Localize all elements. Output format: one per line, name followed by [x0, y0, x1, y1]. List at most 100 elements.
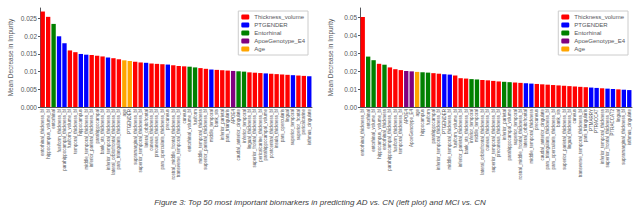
svg-text:caudal_anterior_cingulate: caudal_anterior_cingulate: [236, 109, 241, 161]
svg-text:0.00: 0.00: [344, 104, 357, 111]
svg-text:0.04: 0.04: [344, 32, 357, 39]
svg-text:caudal_anterior_cingulate: caudal_anterior_cingulate: [540, 109, 545, 161]
svg-text:entorhinal_thickness_bl: entorhinal_thickness_bl: [40, 109, 45, 156]
svg-text:transverse_temporal_thickness_: transverse_temporal_thickness_bl: [176, 109, 181, 177]
svg-text:postcentral_thickness_bl: postcentral_thickness_bl: [269, 109, 274, 158]
svg-text:middle_temporal_thickness: middle_temporal_thickness: [198, 108, 203, 163]
svg-text:rostral_middle_frontal_thickne: rostral_middle_frontal_thickness_bl: [171, 109, 176, 180]
svg-text:Entorhinal: Entorhinal: [574, 30, 601, 36]
svg-text:pars_triangularis: pars_triangularis: [225, 108, 230, 142]
svg-text:supramarginal_thickness_bl: supramarginal_thickness_bl: [621, 109, 626, 165]
svg-text:0.03: 0.03: [344, 50, 357, 57]
svg-text:inferior_parietal_thickness_bl: inferior_parietal_thickness_bl: [89, 109, 94, 167]
svg-text:PTGENDER: PTGENDER: [254, 22, 288, 28]
svg-text:inferior_parietal: inferior_parietal: [220, 109, 225, 140]
svg-text:bank_sts_thickness_bl: bank_sts_thickness_bl: [464, 109, 469, 154]
svg-text:supramarginal_thickness_bl: supramarginal_thickness_bl: [133, 109, 138, 165]
svg-text:pars_opercularis_thickness_bl: pars_opercularis_thickness_bl: [551, 109, 556, 170]
svg-text:entorhinal_thickness_bl: entorhinal_thickness_bl: [360, 109, 365, 156]
svg-text:temporal_thickness_bl: temporal_thickness_bl: [398, 109, 403, 154]
svg-text:pericalcarine_thickness_bl: pericalcarine_thickness_bl: [258, 109, 263, 162]
svg-text:middle_temporal_thickness_bl: middle_temporal_thickness_bl: [447, 109, 452, 170]
svg-text:superior_frontal_thickness_bl: superior_frontal_thickness_bl: [605, 109, 610, 168]
svg-text:lateral_orbitofrontal_thicknes: lateral_orbitofrontal_thickness_bl: [480, 109, 485, 175]
svg-text:ApoeGenotype_E4: ApoeGenotype_E4: [409, 109, 414, 148]
svg-text:0.01: 0.01: [344, 86, 357, 93]
svg-text:cuneus_thickness_bl: cuneus_thickness_bl: [149, 109, 154, 151]
svg-text:temporal_thickness_bl: temporal_thickness_bl: [73, 109, 78, 154]
svg-text:precuneus_thickness_bl: precuneus_thickness_bl: [496, 109, 501, 157]
svg-text:PTGENDER: PTGENDER: [574, 22, 608, 28]
svg-text:hippocampus_volume_bl: hippocampus_volume_bl: [46, 109, 51, 159]
svg-text:APOE4: APOE4: [404, 109, 409, 125]
svg-text:entorhinal_thickness: entorhinal_thickness: [382, 108, 387, 150]
svg-text:age: age: [415, 109, 420, 117]
svg-text:0.02: 0.02: [24, 33, 37, 40]
svg-text:bank_sts_thickness_bl: bank_sts_thickness_bl: [100, 109, 105, 154]
svg-text:PTRACCAT2: PTRACCAT2: [610, 109, 615, 136]
svg-text:hippocampus: hippocampus: [78, 108, 83, 136]
svg-text:inferior_temporal_thickness: inferior_temporal_thickness: [600, 108, 605, 164]
svg-text:fusiform: fusiform: [426, 109, 431, 125]
svg-text:cuneus: cuneus: [182, 108, 187, 123]
svg-text:transverse_temporal_thickness_: transverse_temporal_thickness_bl: [578, 109, 583, 177]
svg-text:lingual_thickness_bl: lingual_thickness_bl: [247, 109, 252, 149]
svg-text:superior_temporal_thickness_bl: superior_temporal_thickness_bl: [138, 109, 143, 173]
svg-text:precuneus: precuneus: [165, 108, 170, 130]
svg-text:PTGENDER: PTGENDER: [127, 108, 132, 134]
svg-text:lingual_thickness_bl: lingual_thickness_bl: [567, 109, 572, 149]
svg-text:inferior_temporal_thickness_bl: inferior_temporal_thickness_bl: [436, 109, 441, 170]
svg-text:cuneus_thickness_bl: cuneus_thickness_bl: [485, 109, 490, 151]
svg-text:Mean Decrease in Impurity: Mean Decrease in Impurity: [327, 18, 335, 96]
svg-text:lateral_orbitofrontal: lateral_orbitofrontal: [523, 109, 528, 148]
svg-text:0.005: 0.005: [21, 86, 38, 93]
svg-text:middle_temporal: middle_temporal: [474, 109, 479, 142]
svg-text:parahippocampal_thickness_bl: parahippocampal_thickness_bl: [387, 109, 392, 171]
svg-text:pars_triangularis_thickness_bl: pars_triangularis_thickness_bl: [545, 109, 550, 170]
svg-text:superior_parietal_thickness_bl: superior_parietal_thickness_bl: [203, 109, 208, 170]
svg-text:PTGENDER: PTGENDER: [442, 108, 447, 134]
svg-text:precuneus: precuneus: [534, 108, 539, 130]
svg-text:Figure 3: Top 50 most importan: Figure 3: Top 50 most important biomarke…: [154, 198, 486, 207]
svg-text:fusiform_volume_bl: fusiform_volume_bl: [453, 109, 458, 148]
svg-text:fusiform_thickness_bl: fusiform_thickness_bl: [57, 109, 62, 152]
svg-text:inferior_parietal_thickness_bl: inferior_parietal_thickness_bl: [458, 109, 463, 167]
svg-text:superior_temporal: superior_temporal: [513, 109, 518, 145]
svg-text:age: age: [122, 109, 127, 117]
svg-text:parahippocampal: parahippocampal: [431, 109, 436, 144]
svg-text:Age: Age: [574, 46, 585, 52]
svg-text:isthmus_cingulate: isthmus_cingulate: [307, 109, 312, 146]
svg-text:entorhinal_volume_bl: entorhinal_volume_bl: [371, 109, 376, 152]
svg-text:bank_sts: bank_sts: [214, 108, 219, 127]
svg-text:entorhinal_volume_bl: entorhinal_volume_bl: [187, 109, 192, 152]
svg-text:pars_opercularis: pars_opercularis: [280, 108, 285, 142]
svg-text:APOE4: APOE4: [231, 109, 236, 125]
svg-text:parahippocampal_volume: parahippocampal_volume: [507, 109, 512, 161]
svg-text:hippocampus: hippocampus: [420, 108, 425, 136]
svg-text:0.025: 0.025: [21, 15, 38, 22]
svg-text:0.05: 0.05: [344, 14, 357, 21]
svg-text:middle_temporal: middle_temporal: [209, 109, 214, 142]
svg-text:Mean Decrease in Impurity: Mean Decrease in Impurity: [7, 18, 15, 96]
svg-text:pars_triangularis: pars_triangularis: [583, 108, 588, 142]
svg-text:fusiform_thickness_bl: fusiform_thickness_bl: [393, 109, 398, 152]
svg-text:middle_temporal_thickness_bl: middle_temporal_thickness_bl: [84, 109, 89, 170]
svg-text:pericalcarine: pericalcarine: [301, 109, 306, 135]
svg-text:lingual: lingual: [285, 109, 290, 122]
svg-text:superior_frontal: superior_frontal: [296, 109, 301, 140]
svg-text:Thickness_volume: Thickness_volume: [574, 14, 624, 20]
svg-text:hippocampus_volume_bl: hippocampus_volume_bl: [377, 109, 382, 159]
svg-text:pars_opercularis_thickness_bl: pars_opercularis_thickness_bl: [160, 109, 165, 170]
svg-text:pars_triangularis_thickness_bl: pars_triangularis_thickness_bl: [116, 109, 121, 170]
svg-text:0.01: 0.01: [24, 68, 37, 75]
svg-text:0.000: 0.000: [21, 104, 38, 111]
svg-text:ApoeGenotype_E4: ApoeGenotype_E4: [574, 38, 625, 44]
svg-text:inferior_temporal: inferior_temporal: [469, 109, 474, 143]
svg-text:entorhinal: entorhinal: [366, 109, 371, 129]
svg-text:precuneus_thickness_bl: precuneus_thickness_bl: [154, 109, 159, 157]
svg-text:fusiform: fusiform: [193, 109, 198, 125]
svg-text:superior_frontal_thickness_bl: superior_frontal_thickness_bl: [252, 109, 257, 168]
svg-text:Age: Age: [254, 46, 265, 52]
svg-text:0.02: 0.02: [344, 68, 357, 75]
svg-text:inferior_parietal: inferior_parietal: [502, 109, 507, 140]
